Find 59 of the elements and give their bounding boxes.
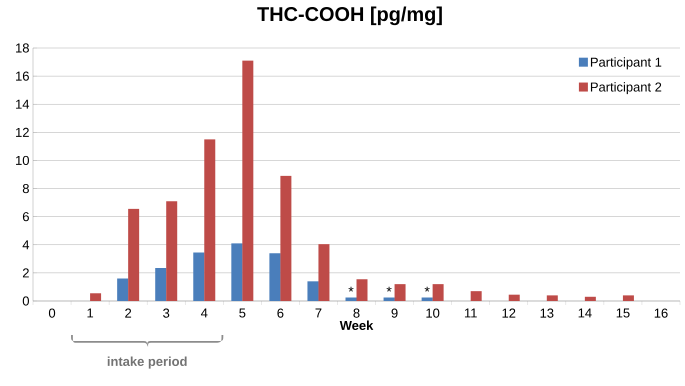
x-tick-label: 15: [616, 308, 630, 318]
y-tick-label: 18: [16, 43, 29, 53]
bar: [432, 284, 444, 301]
annotation: *: [348, 286, 354, 292]
x-tick-label: 1: [87, 308, 94, 318]
x-tick-label: 3: [163, 308, 170, 318]
bar: [269, 253, 280, 301]
y-tick-label: 0: [22, 296, 29, 306]
bar: [128, 208, 140, 301]
y-tick-label: 6: [22, 212, 29, 222]
bar: [384, 297, 395, 301]
x-tick-label: 16: [654, 308, 668, 318]
annotation: *: [386, 286, 392, 292]
bar: [546, 295, 558, 301]
x-tick-label: 14: [578, 308, 592, 318]
y-tick-label: 16: [16, 72, 29, 81]
bar: [280, 176, 292, 301]
y-tick-label: 8: [22, 184, 29, 194]
x-tick-label: 9: [392, 308, 398, 318]
bar: [584, 296, 596, 301]
annotation: *: [424, 286, 430, 292]
x-tick-label: 11: [464, 308, 477, 318]
y-tick-label: 14: [16, 100, 30, 109]
bar: [346, 297, 357, 301]
bar: [470, 291, 482, 301]
y-tick-label: 2: [22, 268, 29, 278]
chart-title: THC-COOH [pg/mg]: [257, 6, 442, 26]
bar: [117, 278, 128, 301]
legend-label: Participant 1: [590, 57, 662, 70]
bar: [166, 201, 178, 301]
x-tick-label: 2: [125, 308, 132, 318]
x-tick-label: 13: [540, 308, 554, 318]
bar: [90, 293, 102, 301]
bar: [193, 252, 204, 301]
bar: [231, 243, 242, 301]
legend-label: Participant 2: [590, 82, 662, 94]
bar: [422, 297, 433, 301]
bar: [622, 295, 634, 301]
bar: [508, 294, 520, 301]
bar: [307, 281, 318, 301]
x-tick-label: 5: [239, 308, 246, 318]
text: intake period: [108, 356, 187, 369]
bar: [242, 60, 254, 301]
x-tick-label: 0: [48, 308, 56, 318]
bar: [318, 244, 330, 301]
x-tick-label: 10: [426, 308, 440, 318]
x-tick-label: 6: [277, 308, 284, 318]
bar: [155, 268, 166, 301]
x-tick-label: 8: [353, 308, 360, 318]
bar: [356, 279, 368, 301]
x-axis-title: Week: [340, 320, 374, 330]
y-tick-label: 4: [22, 240, 30, 250]
x-tick-label: 7: [316, 308, 322, 318]
x-tick-label: 12: [502, 308, 516, 318]
y-tick-label: 10: [16, 156, 29, 166]
bar: [204, 139, 216, 301]
x-tick-label: 4: [200, 308, 208, 318]
y-tick-label: 12: [16, 128, 29, 137]
bar: [394, 284, 406, 301]
